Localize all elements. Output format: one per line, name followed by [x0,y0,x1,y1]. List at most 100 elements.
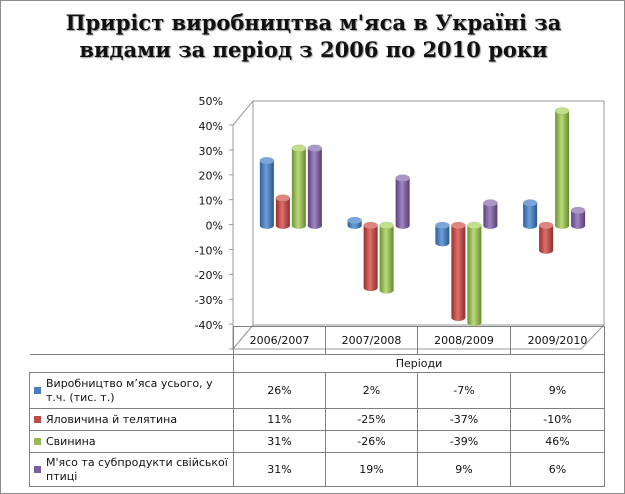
bar-base [379,286,394,294]
bar-cap [275,194,291,202]
bar-cap [291,144,307,153]
data-value: 11% [233,408,326,431]
data-value: -10% [510,408,605,431]
table-header-row: 2006/2007 2007/2008 2008/2009 2009/2010 [29,326,605,355]
series-name: Виробництво м’яса усього, у т.ч. (тис. т… [46,376,213,404]
data-value: 9% [510,372,605,409]
bar-cap [538,221,554,230]
y-tick-label: 20% [199,170,223,183]
data-value: 31% [233,430,326,453]
bar-body [571,210,586,226]
series-name: Яловичина й телятина [46,412,178,426]
y-tick-label: 40% [199,120,223,133]
category-label: 2007/2008 [325,326,418,355]
bar-cap [435,221,450,230]
bar-body [435,225,450,243]
series-row: Виробництво м’яса усього, у т.ч. (тис. т… [29,372,605,409]
bar-base [259,221,274,229]
bar-body [555,110,570,226]
bar-cap [570,206,586,215]
bar-body [275,198,290,226]
bar-body [483,203,498,226]
series-legend-cell: Виробництво м’яса усього, у т.ч. (тис. т… [29,372,234,409]
bar-body [395,178,410,226]
bar-base [483,221,498,229]
series-legend-cell: М'ясо та субпродукти свійської птиці [29,452,234,487]
y-tick-label: 30% [199,145,223,158]
table-corner-2 [29,354,234,373]
bar-cap [347,216,362,225]
bar-cap [554,107,570,115]
series-row: М'ясо та субпродукти свійської птиці 31% 1… [29,452,605,487]
bar-cap [259,156,275,165]
bar-body [291,148,306,226]
bar-cap [307,144,323,153]
bar-cap [395,174,410,182]
series-row: Свинина 31% -26% -39% 46% [29,430,605,453]
series-legend-cell: Свинина [29,430,234,453]
bar-base [363,284,378,292]
title-line-1: Приріст виробництва м'яса в Україні за [65,10,562,35]
bar-base [555,221,570,229]
bar-body [379,225,394,291]
bar-cap [522,199,538,207]
bar-base [291,221,306,229]
bar-cap [363,221,378,230]
category-label: 2009/2010 [510,326,605,355]
bar-body [259,160,274,226]
data-value: 6% [510,452,605,487]
table-corner [29,326,234,355]
legend-swatch [34,438,41,445]
bar-body [539,225,554,251]
data-value: 26% [233,372,326,409]
data-value: 9% [417,452,511,487]
bar-cap [467,221,482,230]
bar-base [451,314,466,322]
bar-base [467,319,482,327]
title-line-2: видами за період з 2006 по 2010 роки [79,37,548,62]
bar-base [275,221,290,229]
data-value: 2% [325,372,418,409]
bar-body [363,225,378,288]
side-wall [232,99,254,351]
category-label: 2006/2007 [233,326,326,355]
bar-base [435,239,450,247]
bar-body [523,203,538,226]
data-table: 2006/2007 2007/2008 2008/2009 2009/2010 Пері… [29,326,605,487]
data-value: 46% [510,430,605,453]
y-tick-label: 10% [199,195,223,208]
bar-base [395,221,410,229]
data-value: -7% [417,372,511,409]
data-value: -25% [325,408,418,431]
bar-body [451,225,466,318]
bar-body [307,148,322,226]
x-axis-label: Періоди [233,354,605,373]
series-legend-cell: Яловичина й телятина [29,408,234,431]
bar-cap [451,221,466,230]
y-tick-label: 50% [199,95,223,108]
bar-base [523,221,538,229]
series-row: Яловичина й телятина 11% -25% -37% -10% [29,408,605,431]
data-value: -26% [325,430,418,453]
y-tick-label: 0% [206,219,223,232]
chart-title: Приріст виробництва м'яса в Україні за в… [41,9,586,63]
xlabel-row: Періоди [29,354,605,373]
series-name: М'ясо та субпродукти свійської птиці [46,455,228,483]
data-value: 31% [233,452,326,487]
bar-base [347,221,362,229]
legend-swatch [34,466,41,473]
legend-swatch [34,416,41,423]
bar-base [539,246,554,254]
category-label: 2008/2009 [417,326,511,355]
series-name: Свинина [46,434,96,448]
y-tick-label: -10% [195,244,223,257]
data-value: -37% [417,408,511,431]
y-tick-label: -20% [195,269,223,282]
bar-body [467,225,482,323]
bar-cap [483,199,498,207]
bar-cap [379,221,394,230]
legend-swatch [34,387,41,394]
y-tick-label: -30% [195,294,223,307]
bar-base [307,221,322,229]
